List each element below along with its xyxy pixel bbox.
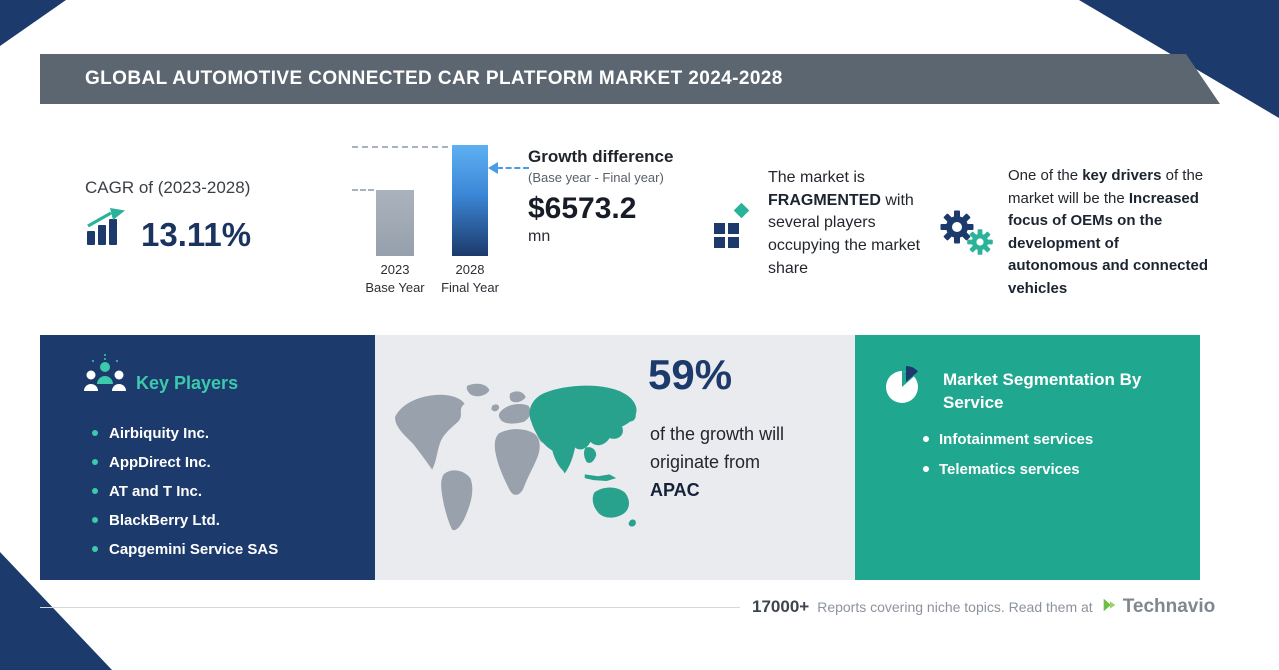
technavio-logo[interactable]: Technavio: [1101, 596, 1216, 619]
key-players-panel: Key Players Airbiquity Inc. AppDirect In…: [40, 335, 375, 580]
growth-difference-block: Growth difference (Base year - Final yea…: [528, 147, 723, 246]
cagr-value: 13.11%: [141, 216, 252, 253]
footer-rule: [40, 607, 740, 608]
dashed-level-line: [352, 146, 448, 148]
key-players-list: Airbiquity Inc. AppDirect Inc. AT and T …: [92, 425, 278, 570]
segmentation-title: Market Segmentation By Service: [943, 370, 1142, 412]
apac-text: of the growth will originate from APAC: [650, 424, 785, 500]
growth-difference-subtitle: (Base year - Final year): [528, 170, 664, 185]
cagr-block: 13.11%: [85, 208, 251, 253]
key-driver-text: One of the key drivers of the market wil…: [1008, 167, 1209, 297]
bar-label-2023: 2023 Base Year: [365, 262, 425, 295]
market-structure-text: The market is FRAGMENTED with several pl…: [768, 169, 921, 277]
technavio-arrow-icon: [1101, 596, 1119, 619]
cagr-label: CAGR of (2023-2028): [85, 178, 251, 197]
growth-difference-value: $6573.2: [528, 192, 637, 225]
apac-region-label: APAC: [650, 479, 700, 500]
corner-triangle-top-left: [0, 0, 66, 46]
segmentation-panel: Market Segmentation By Service Infotainm…: [855, 335, 1200, 580]
pie-chart-icon: [881, 361, 927, 412]
apac-percent: 59%: [648, 351, 733, 398]
world-map: [389, 379, 647, 548]
growth-difference-unit: mn: [528, 228, 551, 245]
report-title: GLOBAL AUTOMOTIVE CONNECTED CAR PLATFORM…: [85, 68, 783, 89]
dashed-level-line-base: [352, 189, 374, 191]
growth-difference-title: Growth difference: [528, 147, 674, 166]
apac-growth-panel: 59% of the growth will originate from AP…: [375, 335, 855, 580]
key-player-item: Airbiquity Inc.: [92, 425, 278, 442]
bar-label-2028: 2028 Final Year: [441, 262, 499, 295]
segmentation-item: Telematics services: [923, 461, 1093, 478]
people-podium-icon: [80, 353, 130, 404]
title-band: GLOBAL AUTOMOTIVE CONNECTED CAR PLATFORM…: [40, 54, 1220, 104]
key-player-item: Capgemini Service SAS: [92, 541, 278, 558]
footer: 17000+ Reports covering niche topics. Re…: [752, 592, 1215, 622]
reports-count: 17000+: [752, 597, 810, 616]
bar-2028: [452, 145, 488, 256]
growth-arrow-line: [497, 167, 529, 169]
gears-icon: [936, 206, 994, 263]
segmentation-list: Infotainment services Telematics service…: [923, 431, 1093, 491]
technavio-wordmark: Technavio: [1122, 596, 1216, 617]
key-players-title: Key Players: [136, 373, 239, 393]
growth-arrow-icon: [488, 162, 498, 174]
key-player-item: BlackBerry Ltd.: [92, 512, 278, 529]
bar-2023: [376, 190, 414, 256]
key-player-item: AppDirect Inc.: [92, 454, 278, 471]
key-player-item: AT and T Inc.: [92, 483, 278, 500]
footer-text: Reports covering niche topics. Read them…: [817, 599, 1093, 615]
bar-chart-up-arrow-icon: [85, 208, 129, 253]
squares-diamond-icon: [708, 202, 754, 255]
segmentation-item: Infotainment services: [923, 431, 1093, 448]
